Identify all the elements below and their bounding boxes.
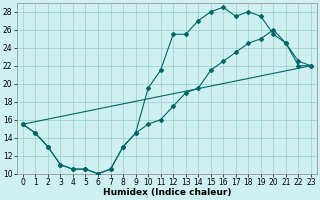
X-axis label: Humidex (Indice chaleur): Humidex (Indice chaleur) xyxy=(103,188,231,197)
